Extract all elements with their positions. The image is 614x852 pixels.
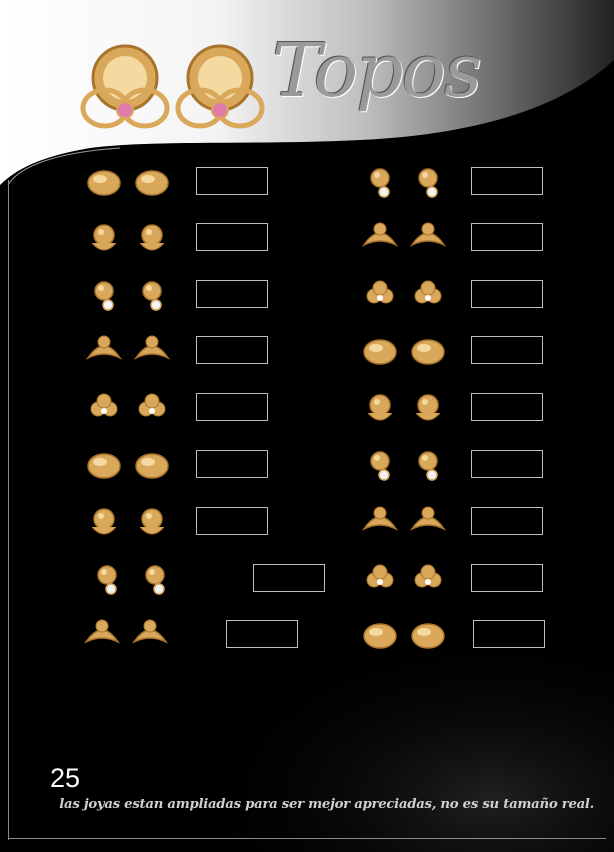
product-code-box [471,223,543,251]
product-row [0,506,614,547]
product-code-box [471,450,543,478]
bow-earring-icon [367,394,441,421]
chick-earring-icon [91,224,165,251]
product-code-box [471,507,543,535]
product-row [0,335,614,376]
dolphin-earring-icon [90,393,166,417]
fruit-earring-icon [87,170,169,196]
product-row [0,450,614,490]
product-row [0,619,614,660]
product-row [0,280,614,320]
product-row [0,564,614,604]
triangle-stone-earring-icon [366,564,442,588]
product-code-box [471,280,543,308]
product-row [0,450,614,490]
product-code-box [226,620,298,648]
ball-earring-icon [361,506,447,531]
flower-chain-earring-icon [97,565,165,595]
ring-stone-earring-icon [87,453,169,479]
leaf-earring-icon [366,280,442,304]
product-code-box [196,336,268,364]
heart-stone-earring-icon [85,335,171,360]
product-row [0,222,614,263]
product-code-box [471,336,543,364]
page-title: Topos [272,28,482,114]
pacifier-earring-icon [91,508,165,535]
hero-ring-earring-icon [80,44,170,129]
product-row [0,167,614,207]
size-disclaimer: las joyas estan ampliadas para ser mejor… [59,797,594,812]
frame-bottom-line [8,838,606,839]
product-row [0,564,614,604]
page-number: 25 [50,763,81,793]
product-code-box [471,393,543,421]
product-row [0,507,614,547]
product-code-box [196,280,268,308]
moon-earring-icon [361,222,447,247]
ball-stone-earring-icon [363,339,445,365]
twin-dolphin-earring-icon [370,451,438,481]
frame-left-line [8,180,9,840]
product-row [0,393,614,433]
pearl-drop-earring-icon [363,623,445,649]
product-code-box [471,167,543,195]
product-code-box [196,450,268,478]
product-code-box [471,564,543,592]
bunny-earring-icon [83,619,169,644]
product-row [0,167,614,207]
product-row [0,620,614,660]
bead-cluster-earring-icon [370,168,438,198]
product-row [0,223,614,263]
product-code-box [196,393,268,421]
product-row [0,393,614,433]
oval-earring-icon [94,281,162,311]
product-code-box [253,564,325,592]
product-row [0,336,614,376]
product-code-box [196,507,268,535]
hero-ring-earring-icon [175,44,265,129]
product-row [0,280,614,320]
product-code-box [196,223,268,251]
product-code-box [196,167,268,195]
product-code-box [473,620,545,648]
